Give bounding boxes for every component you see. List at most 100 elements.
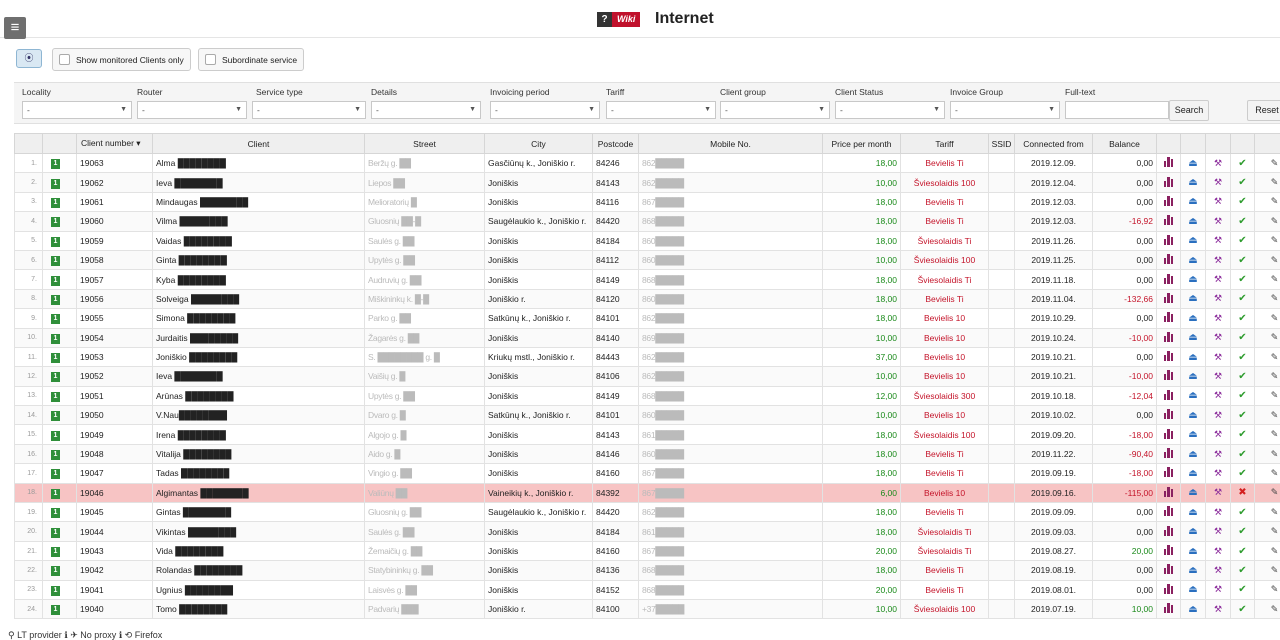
- table-row[interactable]: 14. 1 19050 V.Nau████████ Dvaro g. █ Satkūnų …: [14, 405, 1280, 426]
- active-check-icon[interactable]: ✔: [1230, 521, 1255, 542]
- router-select[interactable]: - ▼: [137, 101, 247, 119]
- ship-icon[interactable]: ⏏: [1180, 482, 1206, 504]
- table-row[interactable]: 21. 1 19043 Vida ████████ Žemaičių g. ██ Joni…: [14, 540, 1280, 562]
- client-name[interactable]: V.Nau████████: [152, 405, 365, 426]
- tools-icon[interactable]: ⚒: [1205, 172, 1231, 193]
- ship-icon[interactable]: ⏏: [1180, 502, 1206, 523]
- client-number[interactable]: 19050: [76, 405, 153, 426]
- tools-icon[interactable]: ⚒: [1205, 191, 1231, 213]
- client-number[interactable]: 19041: [76, 579, 153, 600]
- stats-bars-icon[interactable]: [1156, 269, 1181, 290]
- edit-icon[interactable]: ✎: [1254, 172, 1280, 193]
- ship-icon[interactable]: ⏏: [1180, 191, 1206, 213]
- col-city[interactable]: City: [484, 133, 593, 154]
- reset-button[interactable]: Reset: [1247, 100, 1280, 121]
- stats-bars-icon[interactable]: [1156, 172, 1181, 193]
- client-number[interactable]: 19057: [76, 269, 153, 290]
- col-ssid[interactable]: SSID: [988, 133, 1015, 154]
- active-check-icon[interactable]: ✔: [1230, 308, 1255, 329]
- client-number[interactable]: 19063: [76, 152, 153, 174]
- edit-icon[interactable]: ✎: [1254, 308, 1280, 329]
- wiki-logo[interactable]: ? Wiki: [597, 12, 641, 27]
- tools-icon[interactable]: ⚒: [1205, 308, 1231, 329]
- checkbox-icon[interactable]: [205, 54, 216, 65]
- active-check-icon[interactable]: ✔: [1230, 424, 1255, 445]
- active-check-icon[interactable]: ✔: [1230, 366, 1255, 387]
- tools-icon[interactable]: ⚒: [1205, 579, 1231, 600]
- ship-icon[interactable]: ⏏: [1180, 385, 1206, 407]
- client-number[interactable]: 19059: [76, 230, 153, 251]
- active-check-icon[interactable]: ✔: [1230, 443, 1255, 465]
- edit-icon[interactable]: ✎: [1254, 560, 1280, 581]
- ship-icon[interactable]: ⏏: [1180, 540, 1206, 562]
- tools-icon[interactable]: ⚒: [1205, 560, 1231, 581]
- stats-bars-icon[interactable]: [1156, 579, 1181, 600]
- active-check-icon[interactable]: ✔: [1230, 405, 1255, 426]
- table-row[interactable]: 23. 1 19041 Ugnius ████████ Laisvės g. ██ Jon…: [14, 579, 1280, 600]
- client-name[interactable]: Solveiga ████████: [152, 288, 365, 310]
- client-number[interactable]: 19047: [76, 463, 153, 484]
- stats-bars-icon[interactable]: [1156, 405, 1181, 426]
- subordinate-service-toggle[interactable]: Subordinate service: [198, 48, 305, 71]
- client-number[interactable]: 19055: [76, 308, 153, 329]
- client-group-select[interactable]: - ▼: [720, 101, 830, 119]
- stats-bars-icon[interactable]: [1156, 346, 1181, 368]
- edit-icon[interactable]: ✎: [1254, 482, 1280, 504]
- stats-bars-icon[interactable]: [1156, 463, 1181, 484]
- active-check-icon[interactable]: ✔: [1230, 579, 1255, 600]
- table-row[interactable]: 9. 1 19055 Simona ████████ Parko g. ██ Satkūn…: [14, 308, 1280, 329]
- service-type-select[interactable]: - ▼: [252, 101, 366, 119]
- client-name[interactable]: Arūnas ████████: [152, 385, 365, 407]
- edit-icon[interactable]: ✎: [1254, 405, 1280, 426]
- details-select[interactable]: - ▼: [371, 101, 481, 119]
- active-check-icon[interactable]: ✔: [1230, 463, 1255, 484]
- tools-icon[interactable]: ⚒: [1205, 327, 1231, 348]
- col-balance[interactable]: Balance: [1092, 133, 1157, 154]
- col-client[interactable]: Client: [152, 133, 365, 154]
- client-name[interactable]: Vida ████████: [152, 540, 365, 562]
- client-name[interactable]: Tomo ████████: [152, 598, 365, 620]
- client-name[interactable]: Vikintas ████████: [152, 521, 365, 542]
- active-check-icon[interactable]: ✔: [1230, 327, 1255, 348]
- table-row[interactable]: 11. 1 19053 Joniškio ████████ S. ████████ g.…: [14, 346, 1280, 368]
- inactive-x-icon[interactable]: ✖: [1230, 482, 1255, 504]
- edit-icon[interactable]: ✎: [1254, 191, 1280, 213]
- client-name[interactable]: Vilma ████████: [152, 211, 365, 232]
- table-row[interactable]: 22. 1 19042 Rolandas ████████ Statybininkų g…: [14, 560, 1280, 581]
- table-row[interactable]: 12. 1 19052 Ieva ████████ Vaišių g. █ Joniški…: [14, 366, 1280, 387]
- edit-icon[interactable]: ✎: [1254, 598, 1280, 620]
- ship-icon[interactable]: ⏏: [1180, 366, 1206, 387]
- client-number[interactable]: 19058: [76, 249, 153, 271]
- table-row[interactable]: 5. 1 19059 Vaidas ████████ Saulės g. ██ Joniš…: [14, 230, 1280, 251]
- client-name[interactable]: Gintas ████████: [152, 502, 365, 523]
- ship-icon[interactable]: ⏏: [1180, 463, 1206, 484]
- table-row[interactable]: 13. 1 19051 Arūnas ████████ Upytės g. ██ Joni…: [14, 385, 1280, 407]
- edit-icon[interactable]: ✎: [1254, 211, 1280, 232]
- radio-toggle-icon[interactable]: ⦿: [16, 49, 42, 68]
- ship-icon[interactable]: ⏏: [1180, 249, 1206, 271]
- tools-icon[interactable]: ⚒: [1205, 424, 1231, 445]
- table-row[interactable]: 20. 1 19044 Vikintas ████████ Saulės g. ██ Jo…: [14, 521, 1280, 542]
- client-number[interactable]: 19040: [76, 598, 153, 620]
- stats-bars-icon[interactable]: [1156, 288, 1181, 310]
- active-check-icon[interactable]: ✔: [1230, 560, 1255, 581]
- client-number[interactable]: 19062: [76, 172, 153, 193]
- tools-icon[interactable]: ⚒: [1205, 366, 1231, 387]
- client-number[interactable]: 19046: [76, 482, 153, 504]
- client-number[interactable]: 19043: [76, 540, 153, 562]
- client-name[interactable]: Ugnius ████████: [152, 579, 365, 600]
- active-check-icon[interactable]: ✔: [1230, 502, 1255, 523]
- tools-icon[interactable]: ⚒: [1205, 405, 1231, 426]
- ship-icon[interactable]: ⏏: [1180, 521, 1206, 542]
- table-row[interactable]: 7. 1 19057 Kyba ████████ Audruvių g. ██ Joniš…: [14, 269, 1280, 290]
- client-number[interactable]: 19056: [76, 288, 153, 310]
- client-name[interactable]: Ieva ████████: [152, 366, 365, 387]
- stats-bars-icon[interactable]: [1156, 502, 1181, 523]
- stats-bars-icon[interactable]: [1156, 385, 1181, 407]
- tools-icon[interactable]: ⚒: [1205, 443, 1231, 465]
- stats-bars-icon[interactable]: [1156, 424, 1181, 445]
- ship-icon[interactable]: ⏏: [1180, 598, 1206, 620]
- stats-bars-icon[interactable]: [1156, 560, 1181, 581]
- active-check-icon[interactable]: ✔: [1230, 540, 1255, 562]
- edit-icon[interactable]: ✎: [1254, 269, 1280, 290]
